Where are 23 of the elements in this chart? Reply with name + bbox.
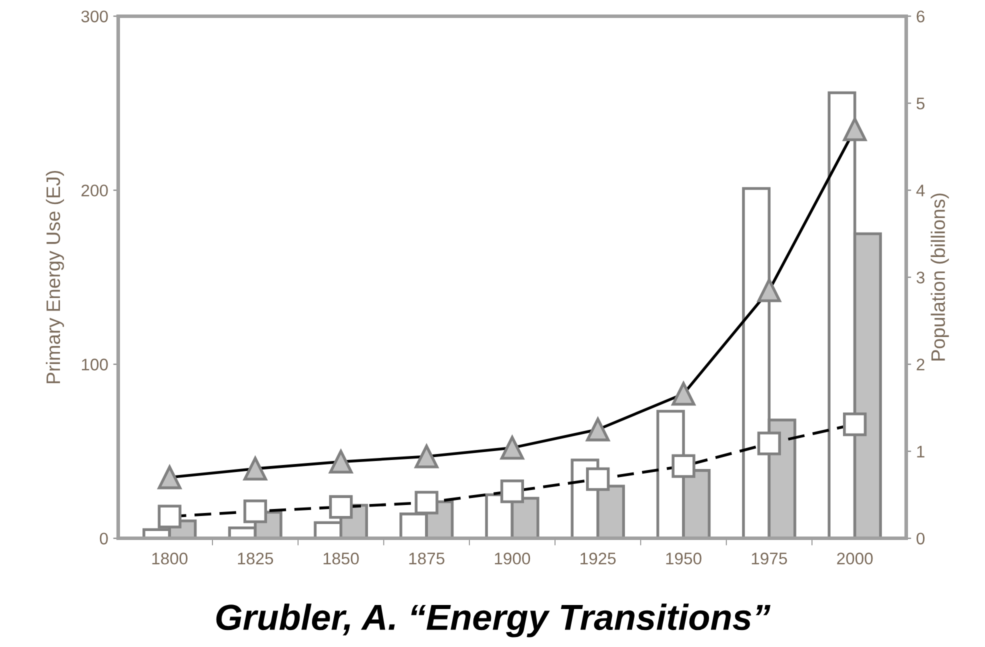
x-tick-label: 1975 (752, 552, 787, 564)
y-axis-title: Primary Energy Use (EJ) (46, 170, 64, 384)
y-tick-label: 200 (82, 184, 108, 196)
y2-tick-label: 0 (916, 532, 925, 545)
x-tick-label: 1950 (666, 552, 702, 564)
x-tick-label: 2000 (837, 552, 873, 564)
x-tick-label: 1825 (238, 552, 274, 564)
text: Grubler, A. “Energy Transitions” (216, 604, 770, 638)
y-tick-label: 100 (82, 358, 108, 370)
x-tick-label: 1925 (580, 552, 616, 564)
y2-tick-label: 4 (916, 184, 925, 196)
x-tick-label: 1800 (152, 552, 188, 564)
x-tick-label: 1900 (494, 552, 530, 564)
y-tick-label: 300 (81, 10, 108, 22)
y-tick-label: 0 (100, 532, 108, 545)
y2-tick-label: 2 (916, 358, 924, 370)
y2-tick-label: 3 (916, 272, 924, 284)
x-tick-label: 1875 (409, 552, 444, 564)
y2-tick-label: 6 (916, 10, 924, 22)
y2-axis-title: Population (billions) (930, 194, 949, 360)
x-tick-label: 1850 (324, 552, 359, 564)
y2-tick-label: 1 (917, 446, 924, 458)
y2-tick-label: 5 (916, 98, 924, 110)
